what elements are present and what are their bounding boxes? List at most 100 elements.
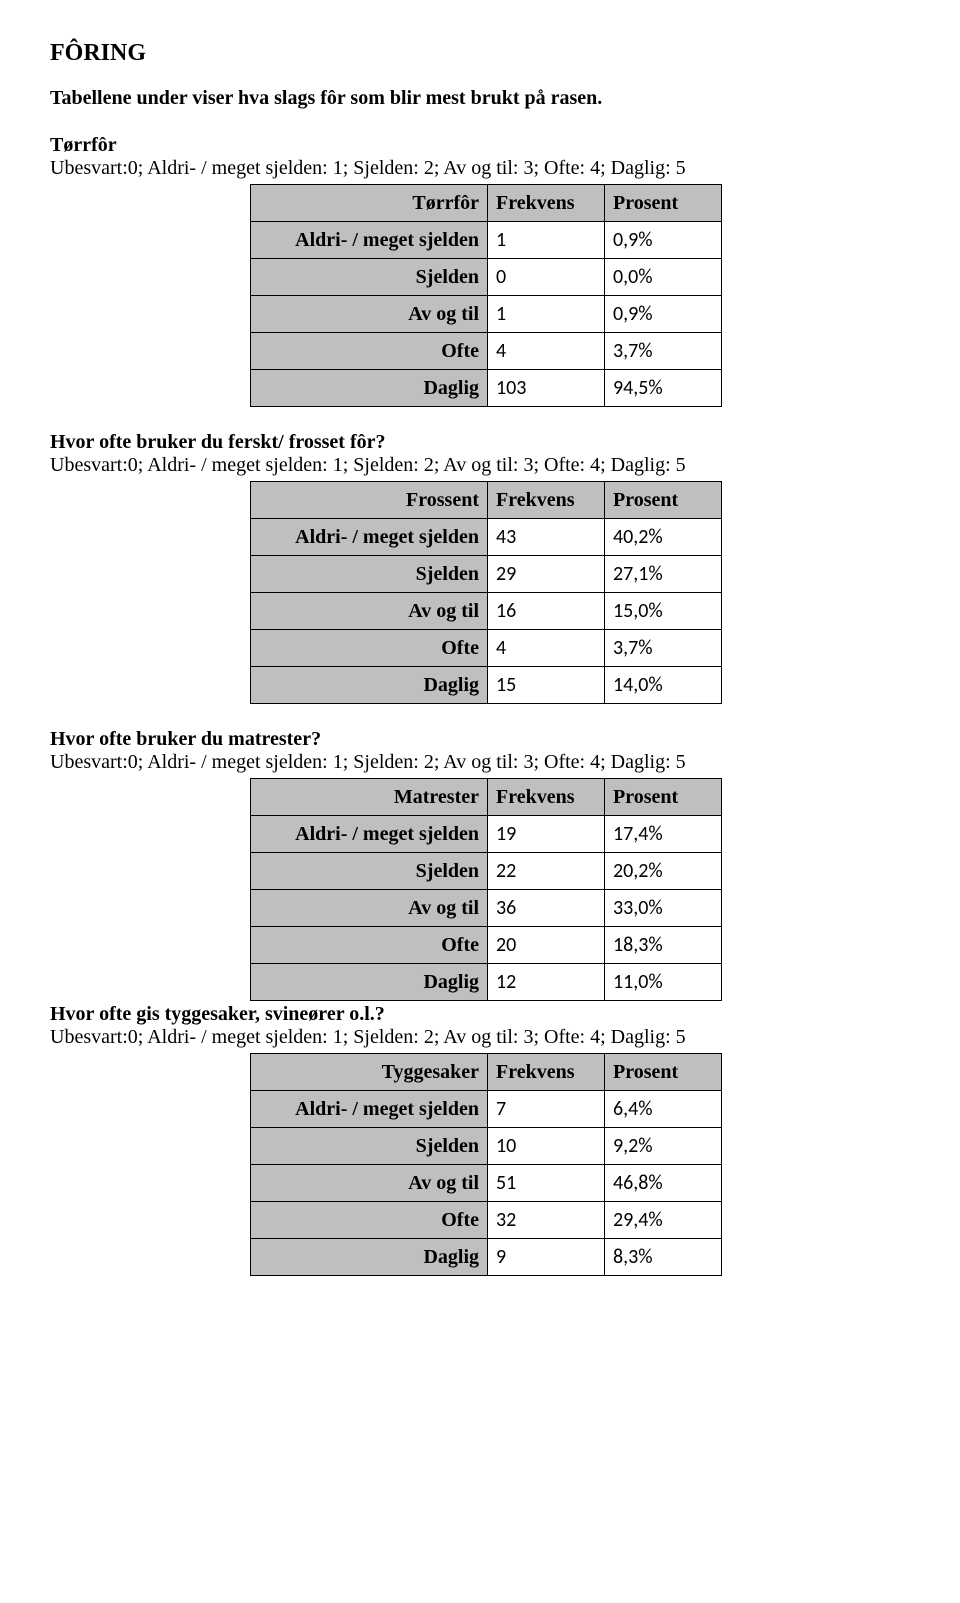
table-row: Daglig 12 11,0% <box>251 964 722 1001</box>
freq-cell: 16 <box>488 593 605 630</box>
table-row: Av og til 51 46,8% <box>251 1165 722 1202</box>
table-header-row: Frossent Frekvens Prosent <box>251 482 722 519</box>
pct-cell: 14,0% <box>605 667 722 704</box>
pct-cell: 6,4% <box>605 1091 722 1128</box>
row-label: Aldri- / meget sjelden <box>251 222 488 259</box>
section-frossent: Hvor ofte bruker du ferskt/ frosset fôr?… <box>50 431 910 704</box>
freq-cell: 4 <box>488 333 605 370</box>
section-tyggesaker: Hvor ofte gis tyggesaker, svineører o.l.… <box>50 1003 910 1276</box>
pct-cell: 0,9% <box>605 296 722 333</box>
section-codekey: Ubesvart:0; Aldri- / meget sjelden: 1; S… <box>50 751 910 774</box>
freq-cell: 51 <box>488 1165 605 1202</box>
row-label: Daglig <box>251 1239 488 1276</box>
row-label: Aldri- / meget sjelden <box>251 1091 488 1128</box>
row-label: Av og til <box>251 890 488 927</box>
pct-cell: 9,2% <box>605 1128 722 1165</box>
freq-cell: 22 <box>488 853 605 890</box>
page-heading: FÔRING <box>50 40 910 67</box>
freq-cell: 19 <box>488 816 605 853</box>
freq-header: Frekvens <box>488 779 605 816</box>
freq-cell: 1 <box>488 296 605 333</box>
table-row: Aldri- / meget sjelden 1 0,9% <box>251 222 722 259</box>
pct-header: Prosent <box>605 482 722 519</box>
pct-header: Prosent <box>605 1054 722 1091</box>
table-row: Ofte 20 18,3% <box>251 927 722 964</box>
section-codekey: Ubesvart:0; Aldri- / meget sjelden: 1; S… <box>50 1026 910 1049</box>
freq-cell: 20 <box>488 927 605 964</box>
freq-cell: 12 <box>488 964 605 1001</box>
pct-cell: 27,1% <box>605 556 722 593</box>
table-tyggesaker: Tyggesaker Frekvens Prosent Aldri- / meg… <box>250 1053 722 1276</box>
section-torrfor: Tørrfôr Ubesvart:0; Aldri- / meget sjeld… <box>50 134 910 407</box>
freq-cell: 1 <box>488 222 605 259</box>
row-label: Av og til <box>251 1165 488 1202</box>
row-label: Sjelden <box>251 1128 488 1165</box>
pct-cell: 11,0% <box>605 964 722 1001</box>
section-codekey: Ubesvart:0; Aldri- / meget sjelden: 1; S… <box>50 157 910 180</box>
pct-cell: 40,2% <box>605 519 722 556</box>
freq-cell: 15 <box>488 667 605 704</box>
table-matrester: Matrester Frekvens Prosent Aldri- / mege… <box>250 778 722 1001</box>
freq-cell: 43 <box>488 519 605 556</box>
pct-cell: 3,7% <box>605 630 722 667</box>
table-row: Aldri- / meget sjelden 43 40,2% <box>251 519 722 556</box>
pct-cell: 94,5% <box>605 370 722 407</box>
row-label: Av og til <box>251 296 488 333</box>
table-row: Daglig 103 94,5% <box>251 370 722 407</box>
table-row: Daglig 9 8,3% <box>251 1239 722 1276</box>
table-header-row: Tørrfôr Frekvens Prosent <box>251 185 722 222</box>
pct-cell: 20,2% <box>605 853 722 890</box>
pct-cell: 29,4% <box>605 1202 722 1239</box>
freq-header: Frekvens <box>488 1054 605 1091</box>
pct-cell: 33,0% <box>605 890 722 927</box>
table-row: Sjelden 29 27,1% <box>251 556 722 593</box>
table-header-row: Matrester Frekvens Prosent <box>251 779 722 816</box>
freq-cell: 32 <box>488 1202 605 1239</box>
section-matrester: Hvor ofte bruker du matrester? Ubesvart:… <box>50 728 910 1001</box>
row-label: Sjelden <box>251 259 488 296</box>
freq-cell: 0 <box>488 259 605 296</box>
row-label: Ofte <box>251 333 488 370</box>
pct-cell: 46,8% <box>605 1165 722 1202</box>
row-label: Ofte <box>251 630 488 667</box>
table-row: Av og til 16 15,0% <box>251 593 722 630</box>
table-row: Ofte 4 3,7% <box>251 333 722 370</box>
freq-cell: 29 <box>488 556 605 593</box>
freq-cell: 103 <box>488 370 605 407</box>
freq-cell: 36 <box>488 890 605 927</box>
freq-header: Frekvens <box>488 185 605 222</box>
pct-cell: 0,0% <box>605 259 722 296</box>
table-row: Sjelden 0 0,0% <box>251 259 722 296</box>
table-row: Av og til 36 33,0% <box>251 890 722 927</box>
table-row: Aldri- / meget sjelden 7 6,4% <box>251 1091 722 1128</box>
freq-cell: 10 <box>488 1128 605 1165</box>
table-label-header: Frossent <box>251 482 488 519</box>
freq-cell: 7 <box>488 1091 605 1128</box>
page-intro: Tabellene under viser hva slags fôr som … <box>50 87 910 110</box>
freq-cell: 4 <box>488 630 605 667</box>
table-label-header: Tørrfôr <box>251 185 488 222</box>
row-label: Daglig <box>251 964 488 1001</box>
pct-cell: 8,3% <box>605 1239 722 1276</box>
table-label-header: Tyggesaker <box>251 1054 488 1091</box>
table-row: Aldri- / meget sjelden 19 17,4% <box>251 816 722 853</box>
row-label: Daglig <box>251 370 488 407</box>
pct-cell: 18,3% <box>605 927 722 964</box>
row-label: Daglig <box>251 667 488 704</box>
table-row: Daglig 15 14,0% <box>251 667 722 704</box>
section-codekey: Ubesvart:0; Aldri- / meget sjelden: 1; S… <box>50 454 910 477</box>
row-label: Ofte <box>251 1202 488 1239</box>
row-label: Sjelden <box>251 556 488 593</box>
section-title: Hvor ofte bruker du ferskt/ frosset fôr? <box>50 431 910 454</box>
section-title: Hvor ofte gis tyggesaker, svineører o.l.… <box>50 1003 910 1026</box>
pct-cell: 15,0% <box>605 593 722 630</box>
row-label: Aldri- / meget sjelden <box>251 816 488 853</box>
table-row: Ofte 32 29,4% <box>251 1202 722 1239</box>
row-label: Av og til <box>251 593 488 630</box>
freq-cell: 9 <box>488 1239 605 1276</box>
pct-cell: 17,4% <box>605 816 722 853</box>
pct-cell: 3,7% <box>605 333 722 370</box>
table-torrfor: Tørrfôr Frekvens Prosent Aldri- / meget … <box>250 184 722 407</box>
table-frossent: Frossent Frekvens Prosent Aldri- / meget… <box>250 481 722 704</box>
table-row: Av og til 1 0,9% <box>251 296 722 333</box>
